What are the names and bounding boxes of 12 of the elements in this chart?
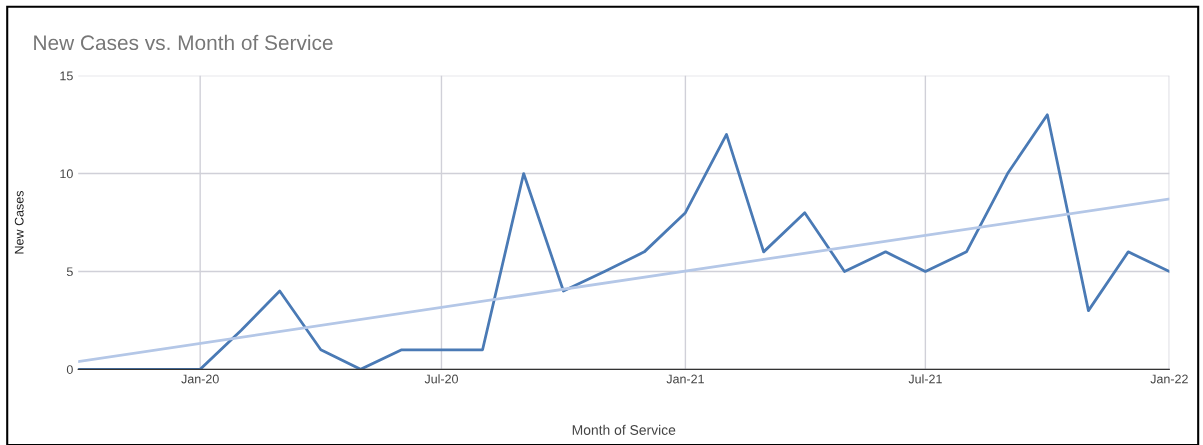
y-tick-label: 0: [66, 365, 73, 374]
x-tick-label: Jan-20: [181, 374, 219, 384]
x-axis-title: Month of Service: [572, 424, 676, 435]
x-tick-label: Jul-21: [908, 374, 942, 384]
y-tick-label: 10: [60, 169, 73, 179]
x-tick-label: Jan-22: [1150, 374, 1188, 384]
y-tick-label: 5: [66, 267, 73, 277]
x-tick-label: Jan-21: [666, 374, 704, 384]
chart-title: New Cases vs. Month of Service: [34, 34, 333, 51]
y-tick-label: 15: [60, 71, 73, 81]
y-axis-title: New Cases: [14, 191, 24, 254]
x-tick-label: Jul-20: [424, 374, 458, 384]
